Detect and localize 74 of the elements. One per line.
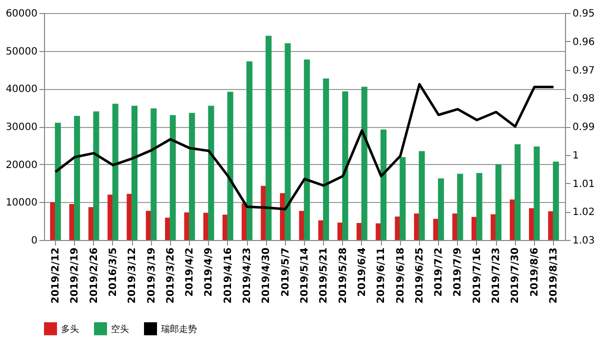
bar xyxy=(476,173,482,240)
bar xyxy=(150,108,157,240)
x-tick-label: 2019/6/25 xyxy=(414,247,426,304)
bar xyxy=(284,43,291,240)
bar xyxy=(534,146,540,240)
x-tick-label: 2019/8/6 xyxy=(529,247,540,297)
legend-label: 瑞郎走势 xyxy=(161,324,197,335)
x-tick-label: 2019/6/4 xyxy=(356,247,368,297)
bar xyxy=(227,92,234,240)
bar xyxy=(457,174,464,240)
y-tick-label: 0 xyxy=(31,236,38,246)
x-tick-label: 2019/7/2 xyxy=(434,247,445,297)
x-tick-label: 2019/3/12 xyxy=(127,247,138,304)
bar xyxy=(418,151,425,240)
x-tick-label: 2019/5/21 xyxy=(318,247,330,304)
x-tick-label: 2019/7/9 xyxy=(452,247,464,297)
bar xyxy=(266,36,272,240)
x-tick-label: 2019/3/26 xyxy=(165,247,176,304)
y-tick-label: 10000 xyxy=(6,198,38,209)
x-tick-label: 2019/4/23 xyxy=(242,247,254,304)
y-tick-label: 50000 xyxy=(6,46,38,58)
x-tick-label: 2019/7/30 xyxy=(510,247,522,304)
y-tick-label: 40000 xyxy=(6,84,38,96)
x-tick-label: 2019/4/30 xyxy=(261,247,272,304)
legend-label: 空头 xyxy=(111,324,129,335)
y2-tick-label: 1 xyxy=(572,150,579,162)
bar xyxy=(246,61,252,240)
x-tick-label: 2019/7/16 xyxy=(472,247,483,304)
bar xyxy=(304,60,310,240)
bar xyxy=(188,112,195,240)
x-tick-label: 2016/3/5 xyxy=(108,247,119,297)
y2-tick-label: 0.99 xyxy=(572,122,595,133)
bar xyxy=(132,106,138,240)
legend-label: 多头 xyxy=(61,324,79,335)
x-tick-label: 2019/3/19 xyxy=(146,247,158,304)
y2-tick-label: 0.95 xyxy=(572,8,595,20)
x-tick-label: 2019/6/11 xyxy=(376,247,388,304)
x-tick-label: 2019/2/12 xyxy=(50,247,62,304)
bar xyxy=(514,144,521,240)
x-tick-label: 2019/5/14 xyxy=(300,247,310,304)
bar xyxy=(342,91,348,240)
y2-tick-label: 0.96 xyxy=(572,36,595,48)
bar xyxy=(54,122,61,240)
bar xyxy=(170,115,176,240)
line-series xyxy=(54,82,555,210)
y2-tick-label: 0.97 xyxy=(572,65,595,76)
bar xyxy=(112,104,118,240)
bar xyxy=(380,130,387,240)
bar xyxy=(400,157,406,240)
x-tick-label: 2019/7/23 xyxy=(491,247,502,304)
x-tick-label: 2019/4/2 xyxy=(184,247,196,297)
x-tick-label: 2019/2/19 xyxy=(70,247,81,304)
x-tick-label: 2019/5/28 xyxy=(338,247,349,304)
bar xyxy=(74,116,80,240)
x-tick-label: 2019/4/9 xyxy=(204,247,215,297)
bar xyxy=(552,162,559,240)
bar xyxy=(361,86,368,240)
x-tick-label: 2019/6/18 xyxy=(395,247,406,304)
y2-tick-label: 1.01 xyxy=(572,178,595,190)
bar xyxy=(495,164,502,240)
x-tick-label: 2019/8/13 xyxy=(548,247,560,304)
bar xyxy=(208,106,214,240)
y2-tick-label: 1.02 xyxy=(572,207,595,218)
y-tick-label: 30000 xyxy=(6,122,38,133)
bar xyxy=(93,111,100,240)
y-tick-label: 60000 xyxy=(6,8,38,20)
bar xyxy=(323,78,330,240)
bar xyxy=(438,178,444,240)
y-tick-label: 20000 xyxy=(6,160,38,171)
x-tick-label: 2019/2/26 xyxy=(88,247,100,304)
x-tick-label: 2019/4/16 xyxy=(222,247,234,304)
y2-tick-label: 1.03 xyxy=(572,236,595,246)
y2-tick-label: 0.98 xyxy=(572,94,595,105)
x-tick-label: 2019/5/7 xyxy=(280,247,292,297)
